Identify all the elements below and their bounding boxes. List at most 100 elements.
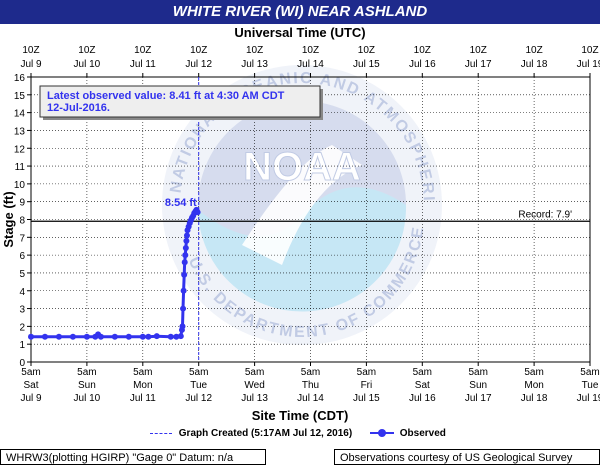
observed-point bbox=[55, 333, 62, 340]
y-tick-label: 14 bbox=[14, 109, 26, 120]
observed-point bbox=[28, 333, 34, 340]
latest-observed-box: Latest observed value: 8.41 ft at 4:30 A… bbox=[39, 85, 323, 120]
top-tick-date: Jul 19 bbox=[577, 59, 600, 70]
observed-point bbox=[145, 333, 152, 340]
y-tick-label: 11 bbox=[15, 162, 26, 173]
y-tick-label: 2 bbox=[19, 322, 25, 333]
bottom-tick-time: 5am bbox=[524, 367, 543, 378]
bottom-tick-day: Sun bbox=[78, 380, 96, 391]
bottom-tick-day: Thu bbox=[302, 380, 319, 391]
top-tick-time: 10Z bbox=[302, 45, 319, 56]
footer-datum: WHRW3(plotting HGIRP) "Gage 0" Datum: n/… bbox=[0, 449, 266, 465]
y-tick-label: 7 bbox=[19, 233, 25, 244]
latest-line2: 12-Jul-2016. bbox=[47, 102, 110, 114]
top-tick-date: Jul 18 bbox=[521, 59, 548, 70]
observed-point bbox=[97, 333, 104, 340]
noaa-logo-text: NOAA bbox=[243, 145, 361, 189]
observed-point bbox=[183, 232, 190, 239]
bottom-tick-day: Fri bbox=[361, 380, 373, 391]
bottom-tick-day: Sat bbox=[23, 380, 38, 391]
bottom-tick-time: 5am bbox=[77, 367, 96, 378]
top-tick-date: Jul 9 bbox=[20, 59, 42, 70]
legend-observed-label: Observed bbox=[399, 428, 446, 439]
y-tick-label: 16 bbox=[14, 73, 26, 84]
observed-point bbox=[182, 245, 189, 251]
bottom-tick-time: 5am bbox=[413, 367, 432, 378]
top-tick-time: 10Z bbox=[190, 45, 207, 56]
top-tick-date: Jul 16 bbox=[409, 59, 436, 70]
y-tick-label: 8 bbox=[19, 216, 25, 227]
y-tick-label: 3 bbox=[19, 305, 25, 316]
bottom-tick-day: Wed bbox=[244, 380, 264, 391]
observed-point bbox=[177, 333, 184, 340]
observed-point bbox=[179, 323, 186, 330]
y-tick-label: 9 bbox=[19, 198, 25, 209]
top-tick-date: Jul 15 bbox=[353, 59, 380, 70]
y-axis-label: Stage (ft) bbox=[1, 191, 16, 247]
top-tick-time: 10Z bbox=[246, 45, 263, 56]
peak-label: 8.54 ft bbox=[165, 197, 197, 209]
bottom-tick-date: Jul 16 bbox=[409, 393, 436, 404]
observed-line-icon bbox=[370, 429, 394, 438]
top-tick-date: Jul 14 bbox=[297, 59, 324, 70]
top-tick-time: 10Z bbox=[134, 45, 151, 56]
y-tick-label: 1 bbox=[19, 340, 25, 351]
top-tick-time: 10Z bbox=[414, 45, 431, 56]
bottom-tick-date: Jul 12 bbox=[185, 393, 212, 404]
bottom-tick-date: Jul 10 bbox=[74, 393, 101, 404]
observed-point bbox=[153, 333, 160, 340]
y-tick-label: 13 bbox=[14, 126, 26, 137]
bottom-tick-day: Mon bbox=[524, 380, 543, 391]
bottom-tick-day: Sat bbox=[415, 380, 430, 391]
observed-point bbox=[167, 333, 174, 340]
bottom-tick-date: Jul 19 bbox=[577, 393, 600, 404]
y-tick-label: 10 bbox=[14, 180, 26, 191]
y-tick-label: 15 bbox=[14, 91, 26, 102]
y-tick-label: 12 bbox=[14, 144, 26, 155]
bottom-tick-time: 5am bbox=[468, 367, 487, 378]
noaa-logo-wave bbox=[198, 187, 407, 312]
bottom-tick-date: Jul 18 bbox=[521, 393, 548, 404]
chart-title: WHITE RIVER (WI) NEAR ASHLAND bbox=[0, 0, 600, 24]
observed-point bbox=[111, 333, 118, 340]
bottom-tick-date: Jul 17 bbox=[465, 393, 492, 404]
observed-point bbox=[139, 333, 146, 340]
bottom-tick-date: Jul 14 bbox=[297, 393, 324, 404]
bottom-tick-time: 5am bbox=[301, 367, 320, 378]
top-tick-date: Jul 17 bbox=[465, 59, 492, 70]
bottom-tick-date: Jul 9 bbox=[20, 393, 42, 404]
y-tick-label: 4 bbox=[19, 287, 25, 298]
latest-box bbox=[39, 85, 321, 118]
legend-observed: Observed bbox=[370, 428, 446, 439]
dashed-line-icon bbox=[150, 432, 172, 434]
top-tick-time: 10Z bbox=[470, 45, 487, 56]
bottom-tick-time: 5am bbox=[21, 367, 40, 378]
bottom-tick-day: Sun bbox=[469, 380, 487, 391]
top-tick-date: Jul 12 bbox=[185, 59, 212, 70]
y-tick-label: 0 bbox=[19, 358, 25, 369]
top-tick-time: 10Z bbox=[358, 45, 375, 56]
observed-point bbox=[69, 333, 76, 340]
legend-graph-created: Graph Created (5:17AM Jul 12, 2016) bbox=[150, 428, 352, 439]
top-tick-date: Jul 10 bbox=[74, 59, 101, 70]
bottom-tick-day: Tue bbox=[190, 380, 207, 391]
latest-line1: Latest observed value: 8.41 ft at 4:30 A… bbox=[47, 90, 285, 102]
bottom-tick-date: Jul 13 bbox=[241, 393, 268, 404]
top-tick-time: 10Z bbox=[22, 45, 39, 56]
y-tick-label: 5 bbox=[19, 269, 25, 280]
bottom-tick-time: 5am bbox=[357, 367, 376, 378]
bottom-tick-time: 5am bbox=[580, 367, 599, 378]
top-axis-title: Universal Time (UTC) bbox=[234, 25, 366, 40]
top-tick-time: 10Z bbox=[525, 45, 542, 56]
bottom-tick-day: Mon bbox=[133, 380, 152, 391]
noaa-logo-gull bbox=[242, 145, 362, 265]
y-tick-label: 6 bbox=[19, 251, 25, 262]
bottom-tick-time: 5am bbox=[189, 367, 208, 378]
bottom-tick-time: 5am bbox=[133, 367, 152, 378]
observed-point bbox=[181, 271, 188, 278]
bottom-tick-time: 5am bbox=[245, 367, 264, 378]
observed-point bbox=[183, 237, 190, 244]
footer-credit: Observations courtesy of US Geological S… bbox=[334, 449, 600, 465]
observed-point bbox=[125, 333, 132, 340]
